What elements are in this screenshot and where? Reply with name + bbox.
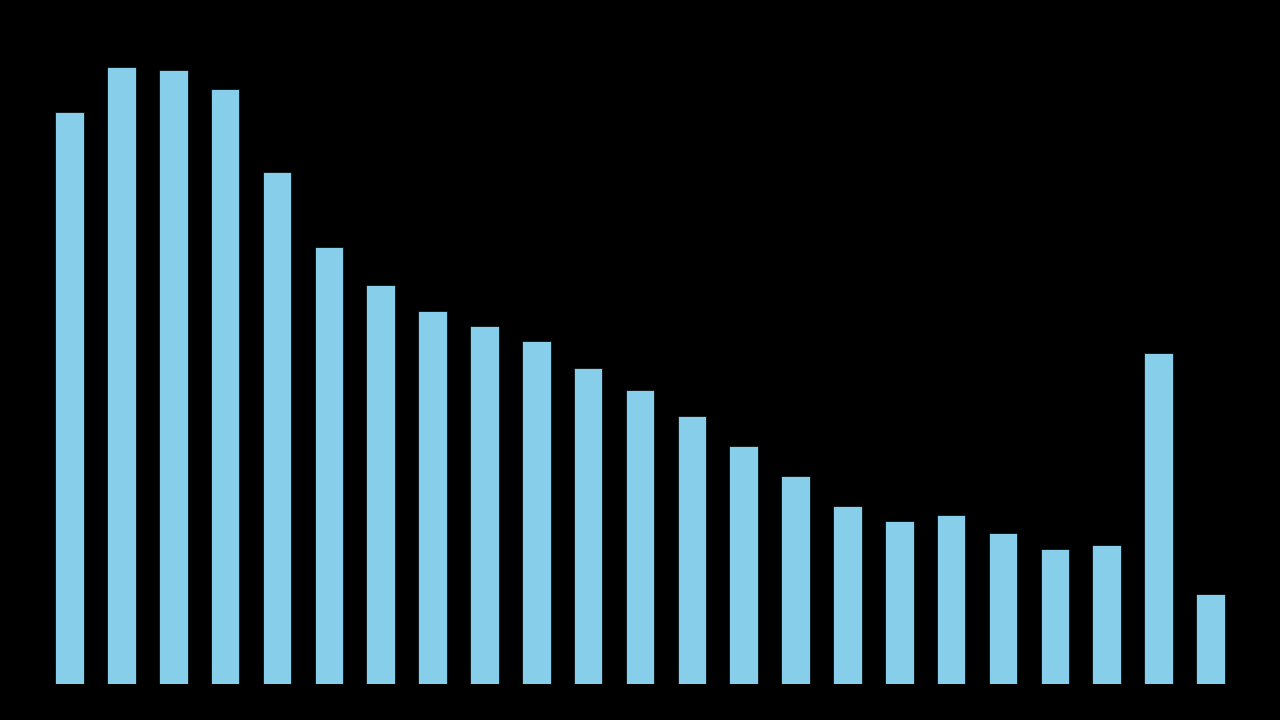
Bar <box>1093 546 1121 684</box>
Bar <box>988 534 1018 684</box>
Bar <box>677 416 707 684</box>
Bar <box>626 390 654 684</box>
Bar <box>833 506 861 684</box>
Bar <box>159 70 187 684</box>
Bar <box>315 248 343 684</box>
Bar <box>730 446 758 684</box>
Bar <box>419 310 447 684</box>
Bar <box>884 521 914 684</box>
Bar <box>108 67 136 684</box>
Bar <box>211 89 239 684</box>
Bar <box>262 172 292 684</box>
Bar <box>781 476 810 684</box>
Bar <box>1144 353 1172 684</box>
Bar <box>522 341 550 684</box>
Bar <box>366 285 396 684</box>
Bar <box>55 112 83 684</box>
Bar <box>1041 549 1069 684</box>
Bar <box>1197 594 1225 684</box>
Bar <box>470 325 499 684</box>
Bar <box>937 516 965 684</box>
Bar <box>573 368 603 684</box>
